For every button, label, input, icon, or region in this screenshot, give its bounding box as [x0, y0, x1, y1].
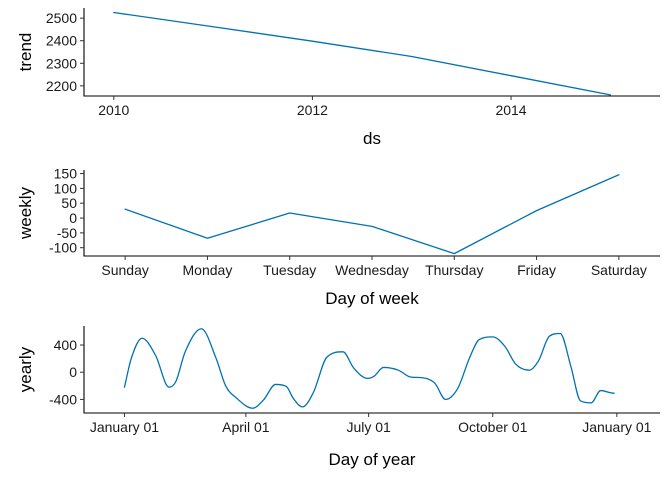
x-tick-label-wednesday: Wednesday: [335, 262, 409, 278]
x-tick-label: April 01: [222, 419, 270, 435]
x-tick-label: 2010: [98, 102, 129, 118]
x-axis-title: Day of year: [329, 450, 416, 469]
y-tick-label: -100: [49, 240, 77, 256]
y-tick-label: -400: [49, 391, 77, 407]
x-axis-title: ds: [363, 129, 381, 148]
x-tick-label: July 01: [346, 419, 391, 435]
x-tick-label-sunday: Sunday: [101, 262, 148, 278]
x-tick-label-friday: Friday: [517, 262, 556, 278]
y-tick-label: 0: [69, 364, 77, 380]
y-tick-label: 400: [54, 337, 78, 353]
y-tick-label: 2200: [46, 78, 77, 94]
weekly-series-line: [124, 174, 620, 255]
y-tick-label: 2400: [46, 33, 77, 49]
x-tick-label: October 01: [458, 419, 527, 435]
y-tick-label: 2300: [46, 55, 77, 71]
x-tick-label-tuesday: Tuesday: [263, 262, 316, 278]
x-tick-label-saturday: Saturday: [591, 262, 647, 278]
x-tick-label-monday: Monday: [183, 262, 233, 278]
trend-panel: 2200 2300 2400 2500 2010 2012 2014 ds trend: [16, 8, 660, 148]
yearly-panel: -400 0 400 January 01 April 01 July 01 October…: [16, 326, 660, 469]
y-tick-label: 2500: [46, 10, 77, 26]
x-tick-label: January 01: [90, 419, 159, 435]
y-axis-title: weekly: [16, 187, 35, 240]
x-axis-title: Day of week: [325, 289, 419, 308]
trend-series-line: [113, 11, 611, 96]
x-tick-label-thursday: Thursday: [425, 262, 483, 278]
x-tick-label: 2012: [297, 102, 328, 118]
y-tick-label: -50: [57, 225, 77, 241]
y-tick-label: 100: [54, 180, 78, 196]
yearly-series-line: [123, 328, 615, 409]
y-axis-title: trend: [16, 33, 35, 72]
y-tick-label: 150: [54, 166, 78, 182]
y-axis-title: yearly: [16, 346, 35, 392]
y-tick-label: 50: [61, 195, 77, 211]
x-tick-label: 2014: [495, 102, 526, 118]
y-tick-label: 0: [69, 210, 77, 226]
x-tick-label: January 01: [582, 419, 651, 435]
